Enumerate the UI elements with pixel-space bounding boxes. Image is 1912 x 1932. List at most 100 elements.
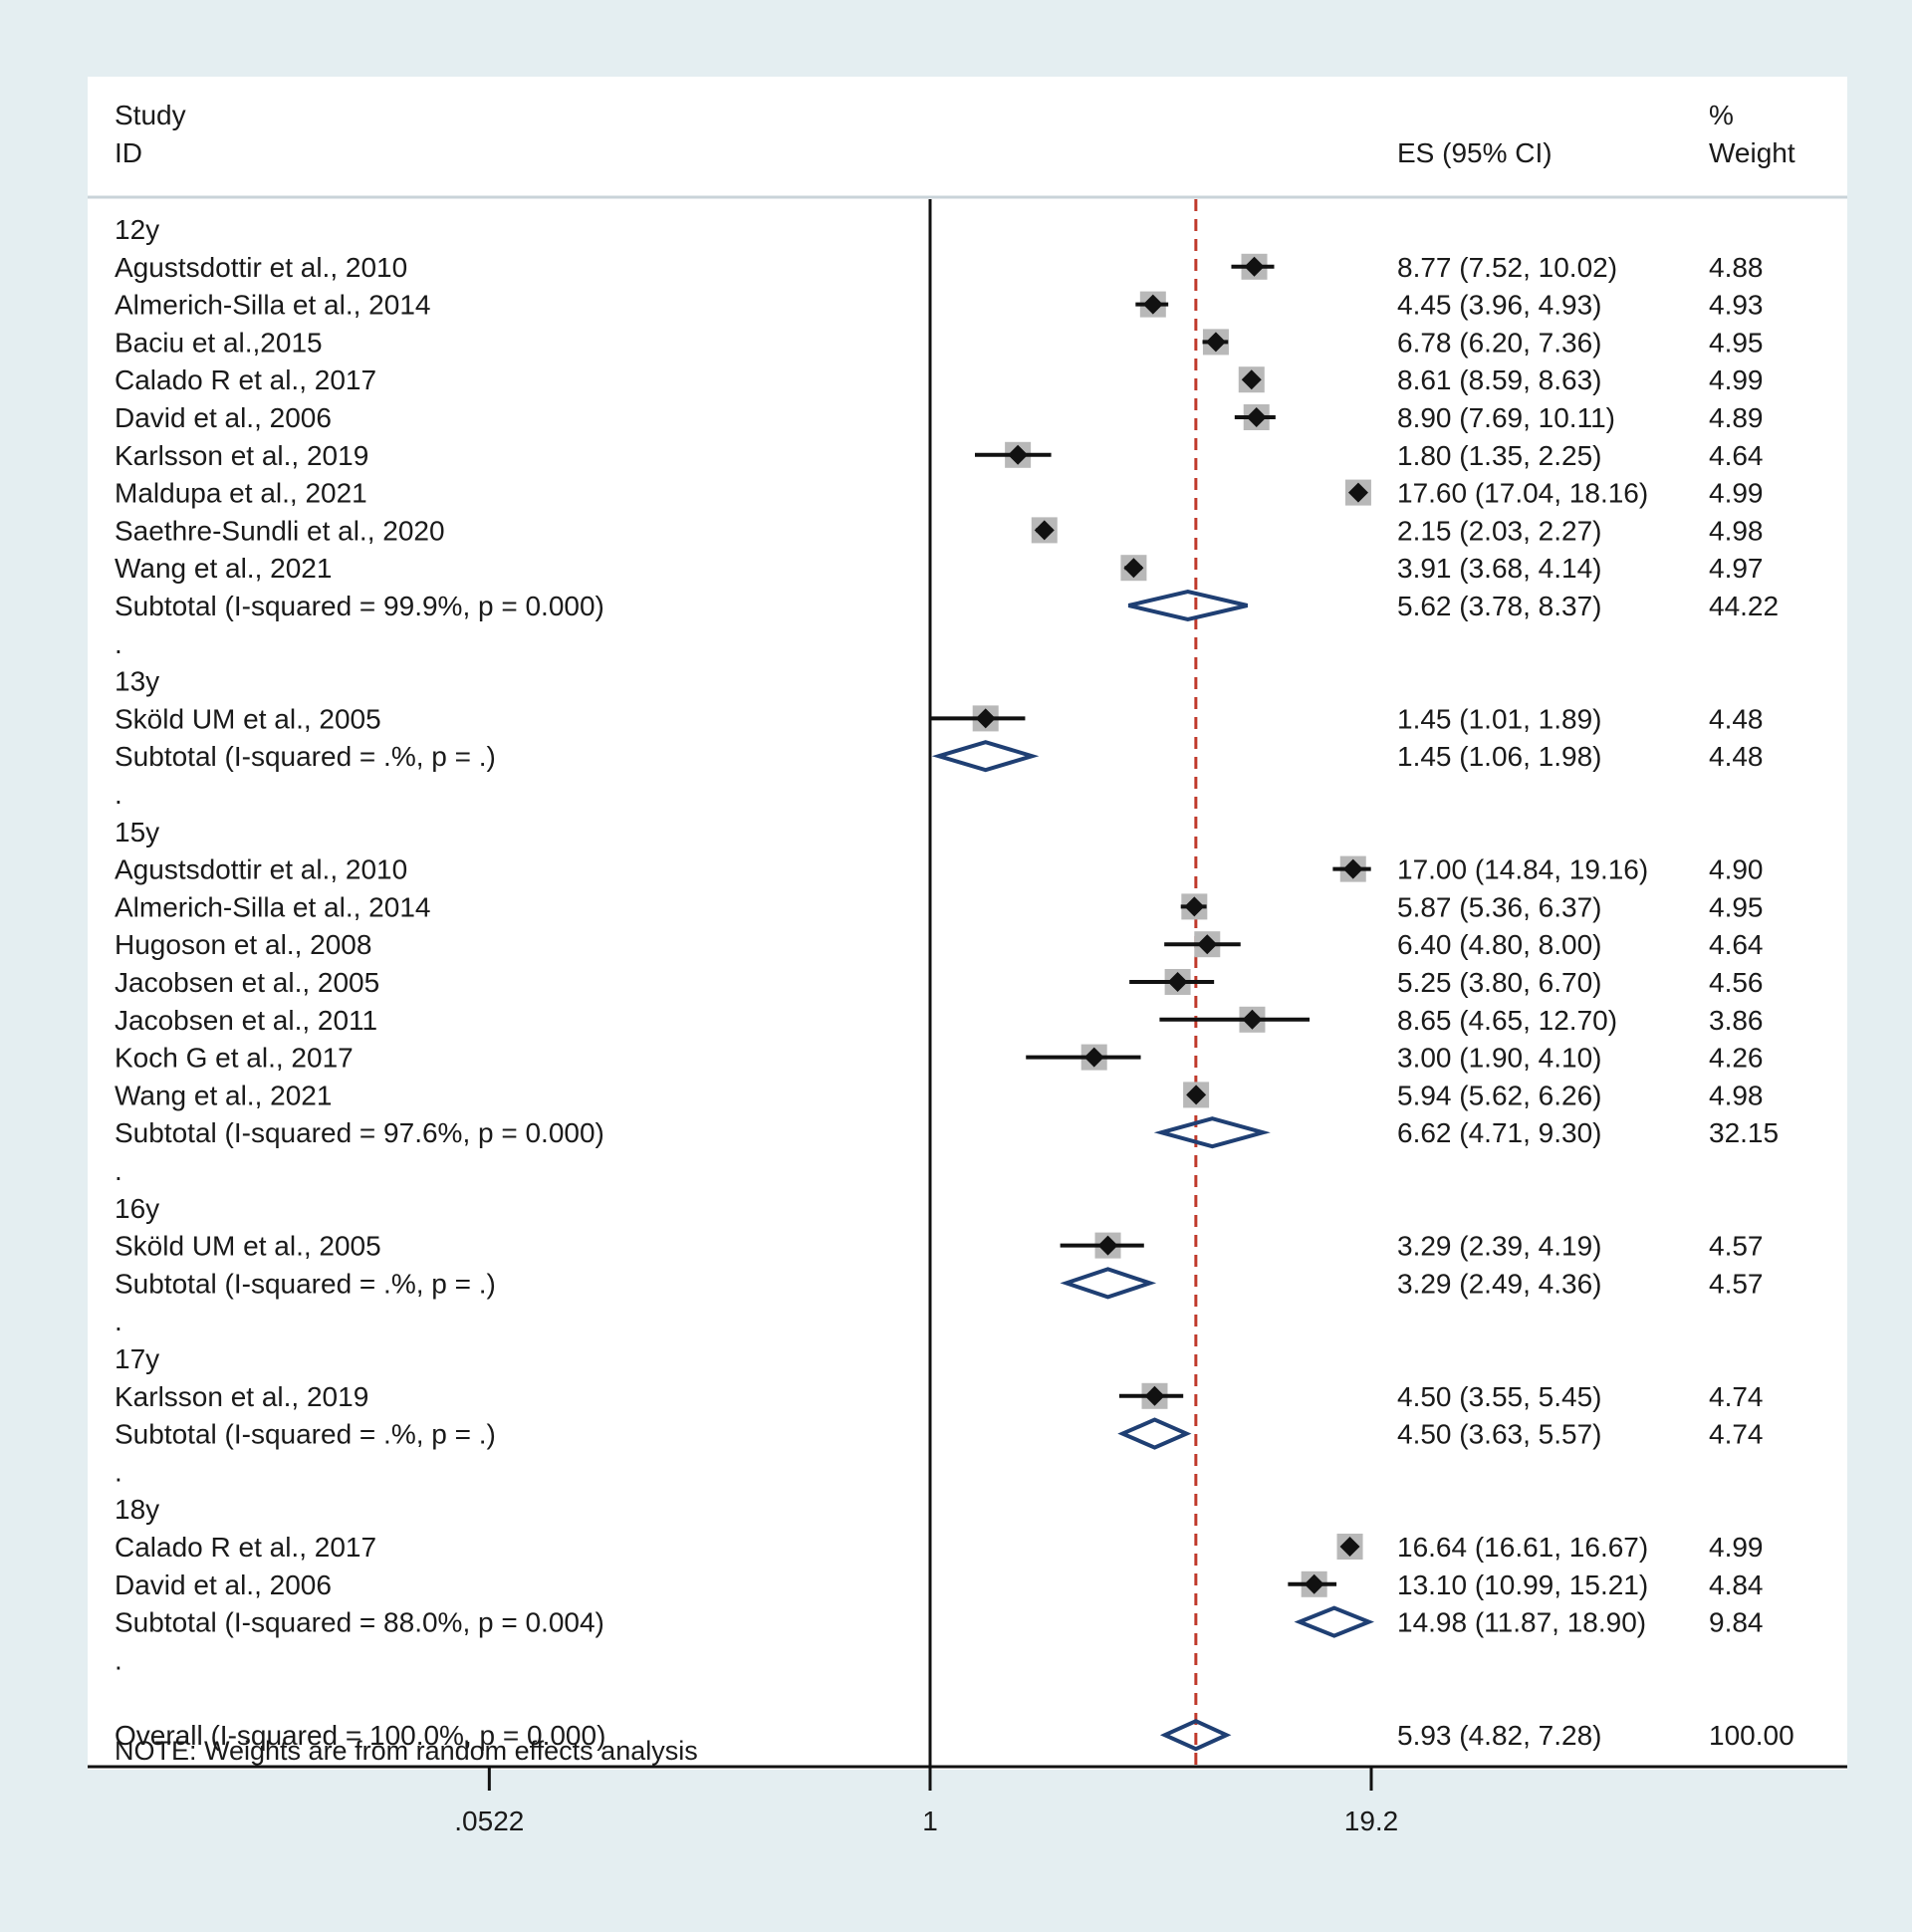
header-weight-percent: %: [1709, 100, 1734, 130]
x-axis-ticks: .0522 1 19.2: [454, 1767, 1398, 1836]
study-es-text: 1.80 (1.35, 2.25): [1397, 440, 1601, 471]
study-es-text: 5.87 (5.36, 6.37): [1397, 891, 1601, 922]
subtotal-weight-text: 4.48: [1709, 741, 1764, 772]
study-es-text: 3.00 (1.90, 4.10): [1397, 1043, 1601, 1074]
study-es-text: 8.61 (8.59, 8.63): [1397, 364, 1601, 395]
study-weight-text: 4.99: [1709, 478, 1764, 509]
group-label: 17y: [115, 1343, 159, 1374]
study-weight-text: 4.64: [1709, 440, 1764, 471]
group-label: 15y: [115, 817, 159, 847]
study-es-text: 8.77 (7.52, 10.02): [1397, 252, 1617, 283]
study-point-estimate: [1241, 369, 1262, 390]
subtotal-label: Subtotal (I-squared = .%, p = .): [115, 741, 496, 772]
study-es-text: 4.50 (3.55, 5.45): [1397, 1381, 1601, 1412]
subtotal-label: Subtotal (I-squared = .%, p = .): [115, 1419, 496, 1450]
subtotal-diamond: [1153, 1116, 1271, 1149]
subtotal-es-text: 4.50 (3.63, 5.57): [1397, 1419, 1601, 1450]
group-label: 13y: [115, 666, 159, 697]
study-weight-text: 3.86: [1709, 1005, 1764, 1036]
study-weight-text: 4.90: [1709, 854, 1764, 885]
study-es-text: 17.60 (17.04, 18.16): [1397, 478, 1648, 509]
subtotal-weight-text: 9.84: [1709, 1607, 1764, 1638]
study-point-estimate: [1242, 1009, 1263, 1030]
study-label: Maldupa et al., 2021: [115, 478, 367, 509]
subtotal-es-text: 6.62 (4.71, 9.30): [1397, 1117, 1601, 1148]
study-label: Almerich-Silla et al., 2014: [115, 290, 430, 321]
study-label: Wang et al., 2021: [115, 1080, 332, 1110]
study-weight-text: 4.98: [1709, 1080, 1764, 1110]
group-label: 12y: [115, 214, 159, 245]
x-tick-label: 1: [922, 1806, 938, 1836]
study-weight-text: 4.88: [1709, 252, 1764, 283]
study-weight-text: 4.95: [1709, 327, 1764, 358]
study-label: Saethre-Sundli et al., 2020: [115, 515, 445, 546]
subtotal-label: Subtotal (I-squared = 88.0%, p = 0.004): [115, 1607, 604, 1638]
subtotal-label: Subtotal (I-squared = 99.9%, p = 0.000): [115, 591, 604, 621]
study-point-estimate: [1184, 896, 1205, 917]
study-point-estimate: [975, 708, 996, 729]
study-es-text: 3.29 (2.39, 4.19): [1397, 1231, 1601, 1262]
subtotal-diamond: [931, 740, 1040, 773]
subtotal-label: Subtotal (I-squared = .%, p = .): [115, 1268, 496, 1299]
study-label: Wang et al., 2021: [115, 553, 332, 584]
group-label: 18y: [115, 1494, 159, 1525]
study-label: Calado R et al., 2017: [115, 1532, 376, 1563]
subtotal-diamond: [1060, 1267, 1157, 1300]
study-point-estimate: [1142, 294, 1163, 315]
spacer-dot: .: [115, 1456, 122, 1487]
subtotal-es-text: 3.29 (2.49, 4.36): [1397, 1268, 1601, 1299]
study-weight-text: 4.95: [1709, 891, 1764, 922]
study-weight-text: 4.26: [1709, 1043, 1764, 1074]
spacer-dot: .: [115, 779, 122, 810]
study-es-text: 6.40 (4.80, 8.00): [1397, 929, 1601, 960]
row-labels: 12y Agustsdottir et al., 2010 8.77 (7.52, …: [115, 214, 1794, 1751]
subtotal-es-text: 5.62 (3.78, 8.37): [1397, 591, 1601, 621]
study-label: Calado R et al., 2017: [115, 364, 376, 395]
study-es-text: 6.78 (6.20, 7.36): [1397, 327, 1601, 358]
study-weight-text: 4.98: [1709, 515, 1764, 546]
plot-marks: [928, 199, 1375, 1767]
study-label: Baciu et al.,2015: [115, 327, 323, 358]
study-label: Hugoson et al., 2008: [115, 929, 371, 960]
study-es-text: 4.45 (3.96, 4.93): [1397, 290, 1601, 321]
study-point-estimate: [1339, 1537, 1360, 1557]
header-weight: Weight: [1709, 137, 1795, 168]
study-point-estimate: [1008, 444, 1029, 465]
study-point-estimate: [1034, 520, 1055, 541]
study-label: Agustsdottir et al., 2010: [115, 252, 407, 283]
overall-diamond: [1159, 1719, 1232, 1752]
study-es-text: 16.64 (16.61, 16.67): [1397, 1532, 1648, 1563]
plot-panel: [88, 77, 1847, 1770]
study-point-estimate: [1083, 1047, 1104, 1068]
study-weight-text: 4.97: [1709, 553, 1764, 584]
x-tick-label: .0522: [454, 1806, 524, 1836]
study-point-estimate: [1144, 1385, 1165, 1406]
study-label: Karlsson et al., 2019: [115, 1381, 368, 1412]
subtotal-weight-text: 4.57: [1709, 1268, 1764, 1299]
study-point-estimate: [1167, 972, 1188, 992]
study-point-estimate: [1347, 482, 1368, 503]
study-label: David et al., 2006: [115, 1570, 332, 1600]
study-weight-text: 4.57: [1709, 1231, 1764, 1262]
group-label: 16y: [115, 1193, 159, 1224]
subtotal-es-text: 14.98 (11.87, 18.90): [1397, 1607, 1646, 1638]
study-point-estimate: [1304, 1573, 1324, 1594]
overall-es-text: 5.93 (4.82, 7.28): [1397, 1720, 1601, 1751]
study-es-text: 13.10 (10.99, 15.21): [1397, 1570, 1648, 1600]
subtotal-label: Subtotal (I-squared = 97.6%, p = 0.000): [115, 1117, 604, 1148]
study-label: Almerich-Silla et al., 2014: [115, 891, 430, 922]
study-es-text: 1.45 (1.01, 1.89): [1397, 703, 1601, 734]
study-point-estimate: [1342, 858, 1363, 879]
subtotal-weight-text: 44.22: [1709, 591, 1779, 621]
study-label: David et al., 2006: [115, 402, 332, 433]
study-weight-text: 4.99: [1709, 364, 1764, 395]
study-weight-text: 4.64: [1709, 929, 1764, 960]
study-weight-text: 4.56: [1709, 967, 1764, 998]
study-weight-text: 4.89: [1709, 402, 1764, 433]
spacer-dot: .: [115, 1644, 122, 1675]
study-label: Karlsson et al., 2019: [115, 440, 368, 471]
overall-label: Overall (I-squared = 100.0%, p = 0.000): [115, 1720, 605, 1751]
study-point-estimate: [1186, 1085, 1207, 1105]
footnote: NOTE: Weights are from random effects an…: [115, 1736, 698, 1766]
